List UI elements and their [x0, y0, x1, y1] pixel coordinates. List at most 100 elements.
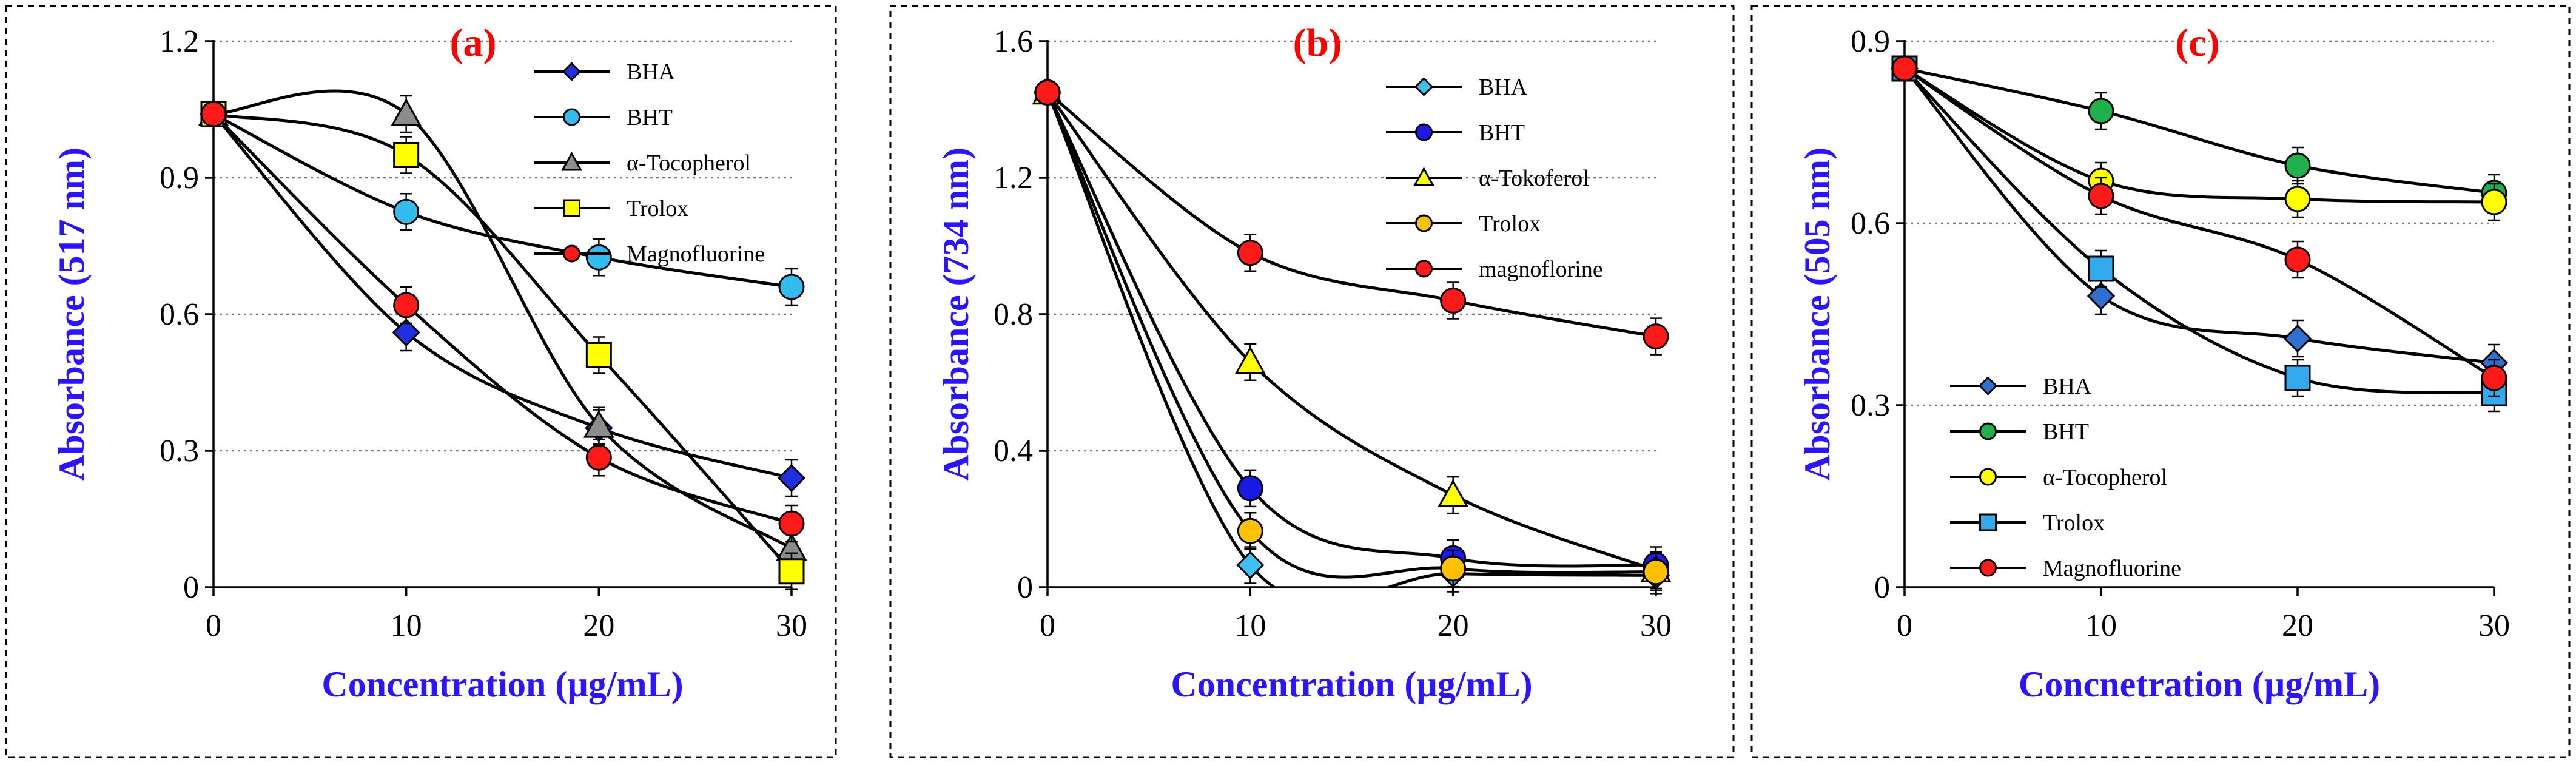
- panel-title: (a): [450, 21, 497, 65]
- data-point-bha: [2087, 281, 2116, 311]
- legend-marker-tocopherol: [561, 151, 582, 171]
- data-point-trolox: [585, 342, 612, 368]
- data-point-magnoflorine: [1440, 288, 1467, 314]
- series-line-bht: [1048, 92, 1656, 568]
- x-tick-label: 0: [206, 608, 221, 643]
- series-bht: [1034, 79, 1669, 584]
- y-tick-label: 0: [183, 570, 199, 605]
- legend-label: magnoflorine: [1479, 257, 1603, 282]
- x-tick-label: 30: [2478, 608, 2510, 643]
- legend-marker-magnofluorine: [563, 244, 580, 263]
- panel-frame: [889, 5, 1735, 758]
- data-point-tocopherol: [2481, 189, 2507, 215]
- legend-label: BHT: [2043, 419, 2089, 445]
- data-point-bht: [2284, 152, 2311, 179]
- data-point-trolox: [2088, 255, 2114, 282]
- legend-label: BHT: [627, 105, 673, 130]
- panel-frame: [1750, 5, 2571, 758]
- data-point-magnoflorine: [1237, 240, 1263, 266]
- series-trolox: [1891, 55, 2507, 413]
- x-tick-label: 30: [1640, 608, 1672, 643]
- y-tick-label: 0: [1017, 570, 1033, 605]
- legend-label: BHA: [1479, 75, 1528, 100]
- y-tick-label: 0.9: [1851, 24, 1890, 59]
- series-bha: [1890, 54, 2509, 382]
- data-point-magnofluorine: [393, 292, 420, 318]
- data-point-magnofluorine: [2284, 246, 2311, 273]
- series-line-tokoferol: [1048, 91, 1656, 572]
- legend-label: Magnofluorine: [2043, 556, 2181, 581]
- data-point-trolox: [1237, 517, 1263, 544]
- legend-label: Trolox: [627, 196, 688, 221]
- x-tick-label: 10: [1234, 608, 1266, 643]
- legend: BHA BHT α-Tocopherol Trolox Magnofluorine: [534, 59, 765, 267]
- y-tick-label: 0.3: [160, 434, 199, 468]
- y-tick-label: 0.6: [160, 297, 199, 332]
- legend-marker-bha: [562, 62, 582, 81]
- data-point-tocopherol: [583, 409, 614, 438]
- x-tick-label: 20: [2282, 608, 2313, 643]
- series-magnofluorine: [1891, 55, 2507, 397]
- y-tick-label: 1.2: [160, 24, 199, 59]
- y-tick-label: 0.4: [994, 434, 1033, 468]
- panel-a: 0 0.3 0.6 0.9 1.2 0 10 20 30 Concentration (µg/mL…: [5, 5, 837, 758]
- legend-label: α-Tocopherol: [2043, 465, 2167, 490]
- panel-title: (c): [2175, 21, 2219, 65]
- legend: BHA BHT α-Tocopherol Trolox Magnofluorine: [1950, 374, 2181, 581]
- data-point-bht: [778, 274, 805, 300]
- series-line-bht: [1905, 67, 2495, 195]
- legend-marker-trolox: [1979, 513, 1997, 531]
- x-tick-label: 0: [1897, 608, 1912, 643]
- y-tick-label: 0.8: [994, 297, 1033, 332]
- y-axis-title: Absorbance (517 nm): [52, 147, 92, 481]
- x-tick-label: 30: [776, 608, 807, 643]
- y-tick-label: 1.2: [994, 161, 1033, 195]
- data-point-magnofluorine: [2481, 365, 2507, 391]
- y-tick-label: 0.9: [160, 161, 199, 195]
- data-point-magnofluorine: [585, 444, 612, 471]
- data-point-bha: [1236, 551, 1265, 579]
- data-point-magnofluorine: [1891, 55, 1918, 82]
- data-point-bha: [2283, 324, 2312, 353]
- series-bht: [1891, 55, 2507, 212]
- data-point-bha: [777, 463, 806, 493]
- series-line-bha: [214, 113, 792, 480]
- x-tick-label: 20: [583, 608, 614, 643]
- legend-marker-bht: [563, 108, 580, 126]
- series-tokoferol: [1032, 76, 1672, 590]
- legend-marker-magnoflorine: [1415, 260, 1433, 278]
- data-point-magnofluorine: [2088, 183, 2114, 209]
- y-tick-label: 0.6: [1851, 206, 1890, 241]
- data-point-trolox: [1643, 559, 1669, 585]
- panel-title: (b): [1293, 21, 1342, 65]
- x-tick-label: 0: [1040, 608, 1055, 643]
- series-bha: [1033, 78, 1670, 595]
- series-magnofluorine: [200, 101, 805, 543]
- data-point-bht: [2088, 98, 2114, 124]
- data-point-magnoflorine: [1643, 323, 1669, 350]
- data-point-tocopherol: [2284, 186, 2311, 212]
- data-point-tocopherol: [391, 98, 422, 126]
- series-magnoflorine: [1034, 79, 1669, 356]
- legend-marker-bht: [1415, 123, 1433, 141]
- data-point-bht: [1237, 475, 1263, 502]
- legend-label: Magnofluorine: [627, 241, 765, 267]
- series-trolox: [1034, 79, 1669, 591]
- y-tick-label: 0.3: [1851, 388, 1890, 423]
- series-line-tocopherol: [1905, 67, 2495, 204]
- series-line-bha: [1048, 92, 1656, 587]
- legend-marker-tocopherol: [1979, 468, 1997, 486]
- legend-marker-trolox: [563, 199, 580, 217]
- y-axis-title: Absorbance (505 nm): [1797, 147, 1837, 481]
- series-line-trolox: [1905, 67, 2495, 395]
- legend: BHA BHT α-Tokoferol Trolox magnoflorine: [1386, 75, 1603, 282]
- data-point-magnofluorine: [200, 101, 227, 127]
- series-line-magnoflorine: [1048, 91, 1656, 339]
- legend-label: BHT: [1479, 120, 1525, 146]
- data-point-trolox: [2284, 365, 2311, 391]
- data-point-trolox: [393, 142, 420, 168]
- data-point-magnofluorine: [778, 510, 805, 537]
- x-axis-title: Concentration (µg/mL): [321, 664, 683, 704]
- series-line-bha: [1905, 67, 2495, 365]
